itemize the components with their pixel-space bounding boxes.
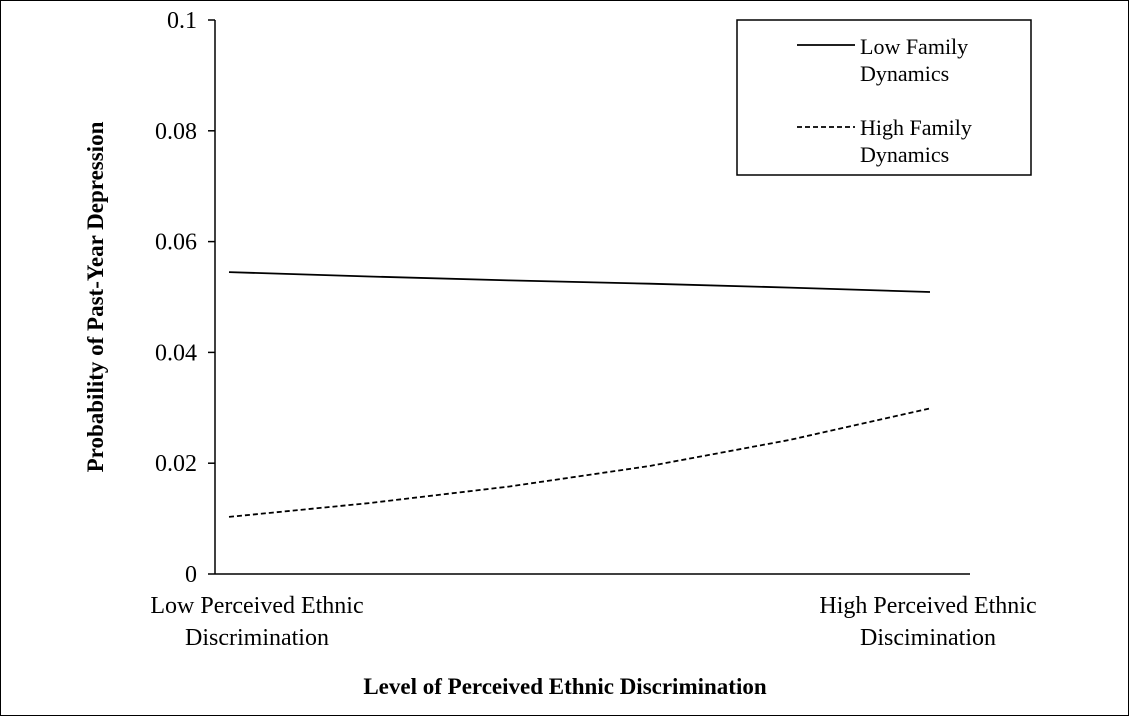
y-tick-label: 0.1 [167,8,197,34]
legend-label: Low Family [860,34,968,59]
y-tick-label: 0.06 [155,230,197,256]
y-tick-label: 0.08 [155,119,197,145]
y-tick-label: 0 [185,562,197,588]
series-line-high-family-dynamics [228,407,931,518]
y-axis-title: Probability of Past-Year Depression [83,121,108,472]
y-tick-label: 0.02 [155,451,197,477]
axes [214,20,970,575]
series-lines [228,271,931,518]
x-category-labels: Low Perceived Ethnic Discrimination High P… [150,593,1036,651]
y-tick-label: 0.04 [155,340,197,366]
legend-label: High Family [860,115,972,140]
x-axis-title: Level of Perceived Ethnic Discrimination [363,674,766,699]
x-category-label: Low Perceived Ethnic [150,593,363,619]
y-ticks: 0 0.02 0.04 0.06 0.08 0.1 [155,8,215,588]
x-category-label: High Perceived Ethnic [819,593,1036,619]
legend-box [736,19,1032,176]
series-line-low-family-dynamics [228,271,931,293]
legend-label: Dynamics [860,142,949,167]
x-category-label: Discimination [860,625,996,651]
legend-label: Dynamics [860,61,949,86]
x-category-label: Discrimination [185,625,329,651]
